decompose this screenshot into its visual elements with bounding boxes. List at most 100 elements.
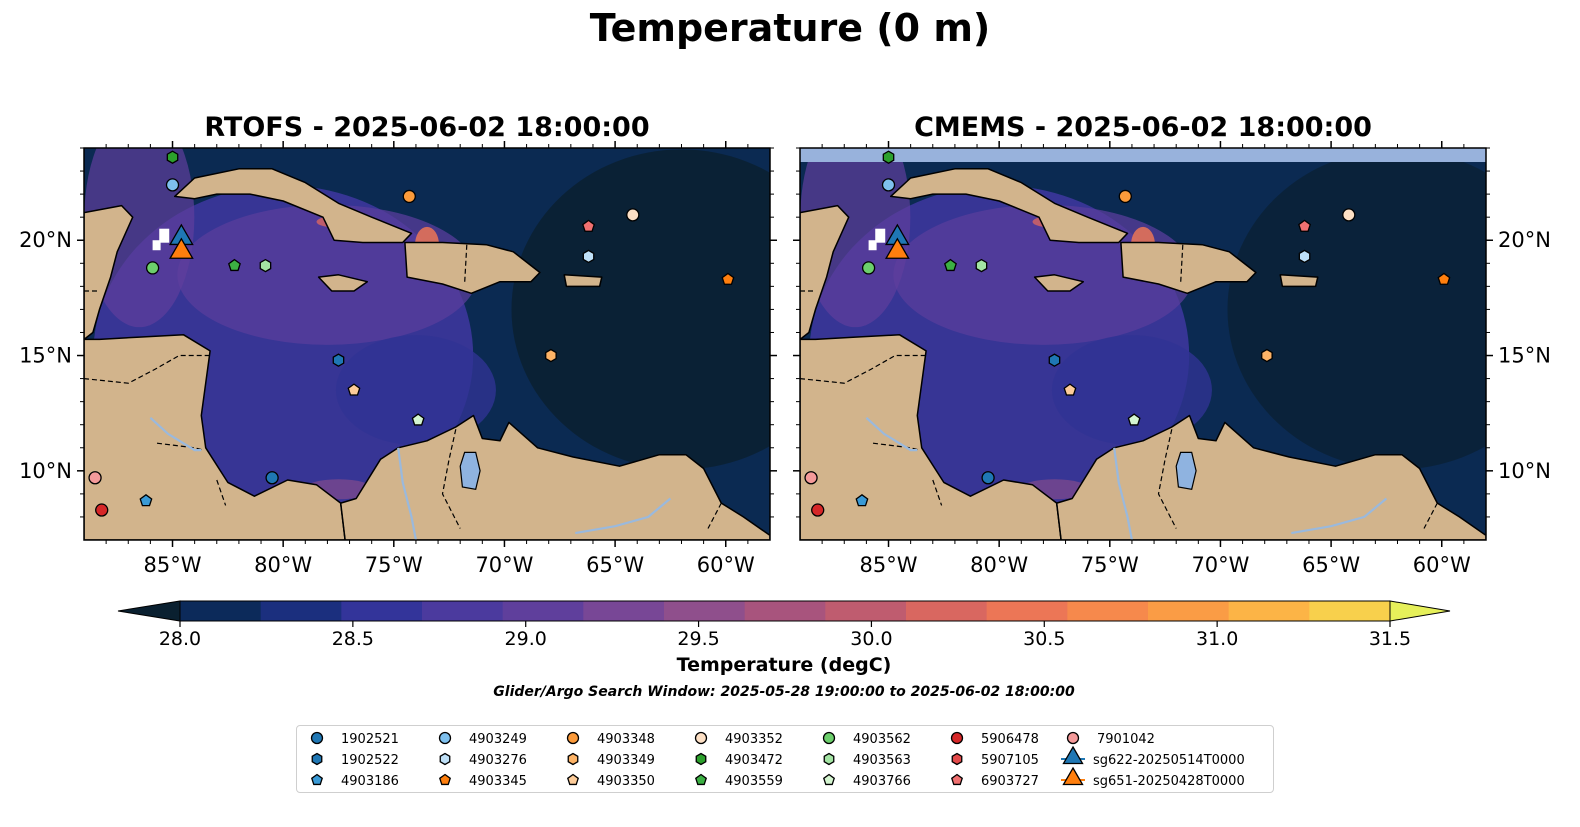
lon-tick-label: 70°W xyxy=(475,553,533,577)
glider-marker-sg651-20250428T0000 xyxy=(168,237,194,259)
legend-item-label: 4903276 xyxy=(469,753,527,768)
colorbar-tick-label: 31.5 xyxy=(1369,628,1411,650)
float-marker-6903727 xyxy=(582,219,596,232)
float-marker-4903348 xyxy=(402,189,416,204)
colorbar-segment xyxy=(744,601,826,621)
colorbar-segment xyxy=(1309,601,1391,621)
land-southamerica xyxy=(1055,414,1486,540)
colorbar-tick-label: 30.5 xyxy=(1023,628,1065,650)
legend-item-label: 5907105 xyxy=(981,753,1039,768)
float-marker-4903352 xyxy=(1342,208,1356,222)
colorbar-segment xyxy=(502,601,584,621)
colorbar-segment xyxy=(825,601,907,621)
float-marker-4903472 xyxy=(882,150,895,164)
float-marker-4903562 xyxy=(861,261,876,275)
lon-tick-label: 70°W xyxy=(1191,553,1249,577)
colorbar-segment xyxy=(986,601,1068,621)
legend-item-label: 1902521 xyxy=(341,732,399,747)
float-marker-4903349 xyxy=(1261,348,1273,363)
float-marker-4903766 xyxy=(1127,413,1141,426)
colorbar-segment xyxy=(422,601,504,621)
float-marker-4903472 xyxy=(166,150,179,164)
float-marker-7901042 xyxy=(804,471,818,485)
float-marker-5906478 xyxy=(95,503,109,517)
colorbar-label: Temperature (degC) xyxy=(676,654,892,676)
lon-tick-label: 85°W xyxy=(860,553,918,577)
land-jamaica xyxy=(1033,274,1085,292)
map-panel-cmems: 85°W 80°W 75°W 70°W 65°W 60°W 20°N 15°N 10°N xyxy=(793,141,1551,577)
float-marker-1902521 xyxy=(265,471,279,485)
land-cuba xyxy=(173,168,413,244)
float-marker-4903345 xyxy=(721,272,735,285)
lat-tick-label: 20°N xyxy=(19,228,72,252)
missing-data-band xyxy=(800,148,1486,162)
colorbar-segment xyxy=(1228,601,1310,621)
legend-item-label: 4903562 xyxy=(853,732,911,747)
colorbar-segment xyxy=(1067,601,1149,621)
colorbar-tick-label: 30.0 xyxy=(850,628,892,650)
float-marker-4903249 xyxy=(165,178,180,192)
float-marker-4903562 xyxy=(145,261,160,275)
colorbar: 28.0 28.5 29.0 29.5 30.0 30.5 31.0 31.5 xyxy=(117,600,1451,650)
legend-item-label: 4903563 xyxy=(853,753,911,768)
legend-item-label: 1902522 xyxy=(341,753,399,768)
lon-tick-label: 60°W xyxy=(697,553,755,577)
colorbar-tick-label: 31.0 xyxy=(1196,628,1238,650)
float-marker-4903563 xyxy=(259,258,272,273)
panel-title-rtofs: RTOFS - 2025-06-02 18:00:00 xyxy=(204,112,650,143)
float-marker-4903352 xyxy=(626,208,640,222)
float-marker-4903249 xyxy=(881,178,896,192)
float-marker-4903186 xyxy=(139,493,153,507)
lat-tick-label: 15°N xyxy=(1498,344,1551,368)
land-yucatan xyxy=(84,204,134,341)
colorbar-tick-label: 28.5 xyxy=(332,628,374,650)
land-hispaniola xyxy=(404,241,541,295)
lon-tick-label: 65°W xyxy=(586,553,644,577)
legend-item-label: 5906478 xyxy=(981,732,1039,747)
float-marker-1902522 xyxy=(1048,353,1061,367)
search-window-note: Glider/Argo Search Window: 2025-05-28 19… xyxy=(493,684,1075,700)
lake-maracaibo xyxy=(1175,451,1197,490)
colorbar-segment xyxy=(260,601,342,621)
float-marker-4903350 xyxy=(1063,383,1077,396)
colorbar-segment xyxy=(906,601,988,621)
float-marker-4903563 xyxy=(975,258,988,273)
legend-item-label: 7901042 xyxy=(1097,732,1155,747)
land-cuba xyxy=(889,168,1129,244)
float-marker-5906478 xyxy=(811,503,825,517)
colorbar-segment xyxy=(180,601,262,621)
float-marker-4903766 xyxy=(411,413,425,426)
land-hispaniola xyxy=(1120,241,1257,295)
legend-item-label: 4903249 xyxy=(469,732,527,747)
lat-tick-label: 15°N xyxy=(19,344,72,368)
legend: 1902521 1902522 4903186 4903249 4903276 49033… xyxy=(296,725,1274,793)
legend-item-label: 4903766 xyxy=(853,774,911,789)
float-marker-4903559 xyxy=(944,258,957,272)
float-marker-4903276 xyxy=(1298,249,1311,264)
colorbar-tick-label: 28.0 xyxy=(159,628,201,650)
legend-item-label: 4903472 xyxy=(725,753,783,768)
glider-marker-sg651-20250428T0000 xyxy=(884,237,910,259)
panel-title-cmems: CMEMS - 2025-06-02 18:00:00 xyxy=(914,112,1372,143)
lon-tick-label: 75°W xyxy=(1081,553,1139,577)
legend-item-label: 4903350 xyxy=(597,774,655,789)
float-marker-7901042 xyxy=(88,471,102,485)
land-southamerica xyxy=(339,414,770,540)
colorbar-tick-label: 29.5 xyxy=(677,628,719,650)
colorbar-segment xyxy=(1148,601,1230,621)
legend-item-label: 4903352 xyxy=(725,732,783,747)
legend-item-label: 6903727 xyxy=(981,774,1039,789)
float-marker-1902522 xyxy=(332,353,345,367)
float-marker-4903349 xyxy=(545,348,557,363)
float-marker-6903727 xyxy=(1298,219,1312,232)
legend-item-label: 4903559 xyxy=(725,774,783,789)
land-yucatan xyxy=(800,204,850,341)
lon-tick-label: 75°W xyxy=(365,553,423,577)
lon-tick-label: 85°W xyxy=(144,553,202,577)
land-jamaica xyxy=(317,274,369,292)
lon-tick-label: 60°W xyxy=(1413,553,1471,577)
float-marker-4903345 xyxy=(1437,272,1451,285)
float-marker-4903559 xyxy=(228,258,241,272)
lat-tick-label: 10°N xyxy=(19,459,72,483)
